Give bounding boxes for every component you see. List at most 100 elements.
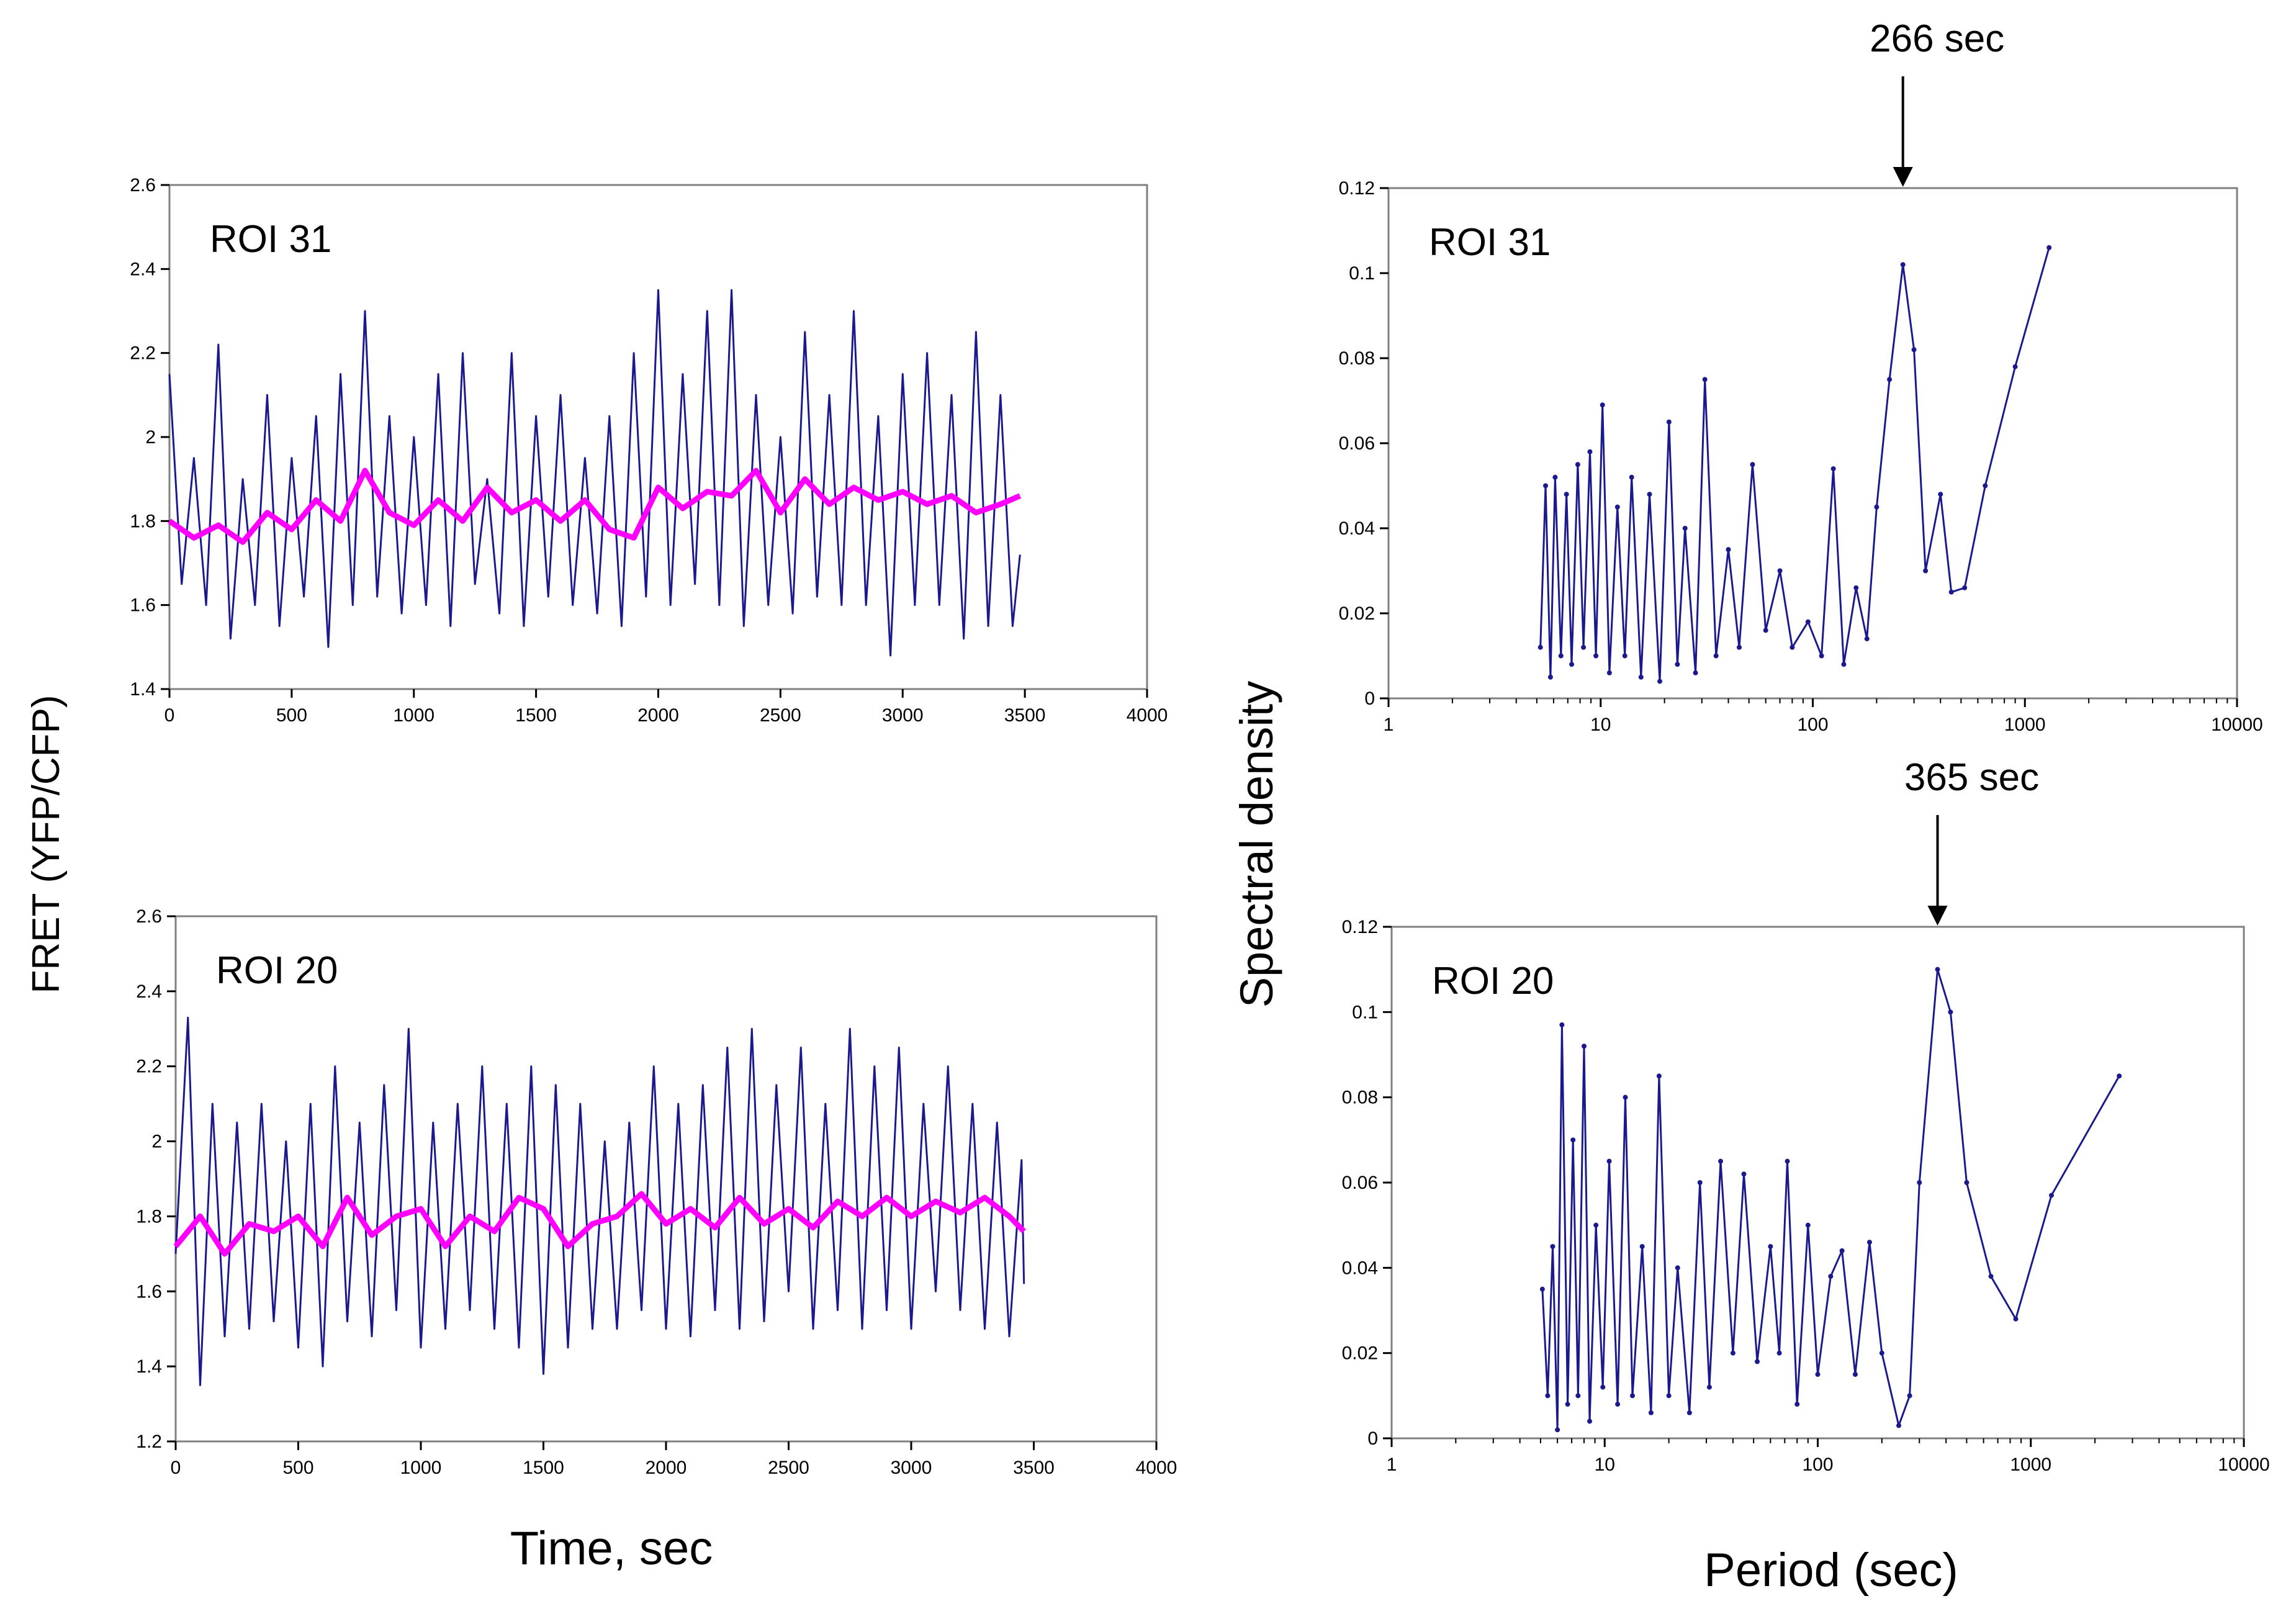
spectrum-point	[2013, 1316, 2019, 1322]
spectrum-point	[1726, 547, 1731, 552]
y-tick-label: 0.08	[1339, 348, 1375, 369]
spectrum-point	[1558, 653, 1564, 659]
y-tick-label: 2.2	[130, 343, 156, 364]
roi-label: ROI 31	[210, 218, 331, 261]
spectrum-point	[1805, 1222, 1811, 1228]
spectrum-point	[1693, 670, 1698, 675]
spectrum-point	[1805, 619, 1811, 624]
spectrum-point	[1570, 1137, 1576, 1143]
spectrum-point	[1866, 1240, 1872, 1245]
spectrum-point	[2012, 364, 2018, 369]
spectrum-point	[1686, 1410, 1692, 1415]
spectrum-point	[1907, 1393, 1912, 1399]
x-tick-label: 3500	[1004, 705, 1046, 726]
y-tick-label: 2.4	[130, 259, 156, 279]
spectrum-point	[1550, 1244, 1555, 1249]
x-tick-label: 3000	[891, 1458, 932, 1478]
spectrum-point	[1815, 1372, 1821, 1377]
y-tick-label: 0	[1367, 1428, 1378, 1449]
x-tick-label: 10	[1595, 1454, 1615, 1475]
y-tick-label: 0.04	[1342, 1258, 1378, 1278]
spectrum-point	[1552, 474, 1558, 480]
spectrum-point	[1948, 1009, 1953, 1015]
spectrum-point	[1587, 449, 1593, 454]
y-tick-label: 1.4	[136, 1356, 162, 1377]
spectrum-point	[1545, 1393, 1551, 1399]
spectrum-point	[1623, 1094, 1628, 1100]
spectrum-point	[1569, 662, 1575, 667]
y-tick-label: 2.4	[136, 981, 162, 1002]
spectrum-point	[1794, 1402, 1800, 1407]
spectrum-point	[1923, 568, 1929, 574]
spectrum-point	[1657, 679, 1663, 684]
spectrum-point	[1964, 1180, 1970, 1185]
spectrum-point	[1587, 1418, 1593, 1424]
x-tick-label: 1000	[400, 1458, 442, 1478]
spectrum-point	[1887, 377, 1893, 382]
spectrum-point	[1666, 419, 1672, 425]
spectrum-point	[1736, 644, 1742, 650]
y-tick-label: 0.04	[1339, 518, 1375, 539]
y-tick-label: 1.6	[130, 595, 156, 616]
spectrum-point	[1874, 504, 1880, 510]
spectrum-point	[1938, 492, 1943, 497]
y-tick-label: 0	[1364, 688, 1375, 709]
spectrum-point	[1581, 644, 1587, 650]
y-tick-label: 0.02	[1342, 1343, 1378, 1364]
spectrum-point	[1600, 402, 1605, 408]
spectrum-point	[1917, 1180, 1922, 1185]
spectrum-point	[1706, 1384, 1712, 1390]
y-tick-label: 2.6	[130, 175, 156, 196]
x-tick-label: 1500	[523, 1458, 564, 1478]
spectrum-point	[1983, 483, 1988, 489]
spectrum-point	[1559, 1022, 1565, 1027]
spectrum-point	[1593, 1222, 1599, 1228]
x-tick-label: 1	[1387, 1454, 1397, 1475]
spectrum-point	[1600, 1384, 1606, 1390]
spectrum-point	[1639, 1244, 1645, 1249]
spectrum-point	[1935, 967, 1940, 972]
x-tick-label: 10	[1590, 715, 1611, 735]
roi-label: ROI 20	[1432, 960, 1554, 1003]
spectrum-point	[1682, 526, 1688, 531]
x-tick-label: 100	[1802, 1454, 1833, 1475]
x-tick-label: 1000	[393, 705, 434, 726]
x-tick-label: 4000	[1136, 1458, 1177, 1478]
spectrum-point	[1666, 1393, 1672, 1399]
x-tick-label: 10000	[2218, 1454, 2269, 1475]
spectrum-point	[1768, 1244, 1773, 1249]
moving-average-line	[173, 1191, 1026, 1257]
spectrum-point	[1543, 483, 1549, 489]
y-tick-label: 0.08	[1342, 1088, 1378, 1108]
x-tick-label: 500	[276, 705, 307, 726]
spectrum-point	[1647, 492, 1652, 497]
spectrum-point	[1675, 662, 1680, 667]
roi-label: ROI 31	[1429, 221, 1551, 264]
spectrum-panel-roi-31: 0 0.02 0.04 0.06 0.08 0.1 0.12 1 10 100 1000 10000 R…	[1339, 17, 2263, 735]
y-tick-label: 2	[145, 427, 156, 448]
y-tick-label: 2.2	[136, 1057, 162, 1077]
spectrum-point	[1713, 653, 1719, 659]
spectrum-point	[1839, 1248, 1845, 1253]
spectrum-point	[1828, 1274, 1834, 1279]
spectrum-point	[1675, 1265, 1680, 1271]
spectrum-point	[1614, 504, 1620, 510]
spectrum-point	[1547, 674, 1553, 680]
spectrum-point	[1638, 674, 1644, 680]
spectrum-point	[2046, 245, 2052, 250]
spectrum-point	[1565, 1402, 1570, 1407]
x-tick-label: 0	[171, 1458, 181, 1478]
spectrum-point	[1581, 1044, 1587, 1049]
x-tick-label: 100	[1797, 715, 1828, 735]
y-tick-label: 0.06	[1342, 1173, 1378, 1193]
x-tick-label: 1500	[515, 705, 557, 726]
x-tick-label: 2500	[768, 1458, 809, 1478]
time-series-panel-roi-20: 1.2 1.4 1.6 1.8 2 2.2 2.4 2.6 0 500 1000 1500 2000 25…	[136, 906, 1177, 1478]
y-tick-label: 2.6	[136, 906, 162, 927]
spectrum-point	[1656, 1073, 1662, 1079]
spectrum-point	[1555, 1427, 1560, 1433]
time-series-panel-roi-31: 1.4 1.6 1.8 2 2.2 2.4 2.6 0 500 1000 1500 2000 2500 3…	[130, 175, 1168, 726]
y-tick-label: 0.1	[1352, 1002, 1378, 1022]
left-y-axis-label: FRET (YFP/CFP)	[25, 695, 68, 993]
